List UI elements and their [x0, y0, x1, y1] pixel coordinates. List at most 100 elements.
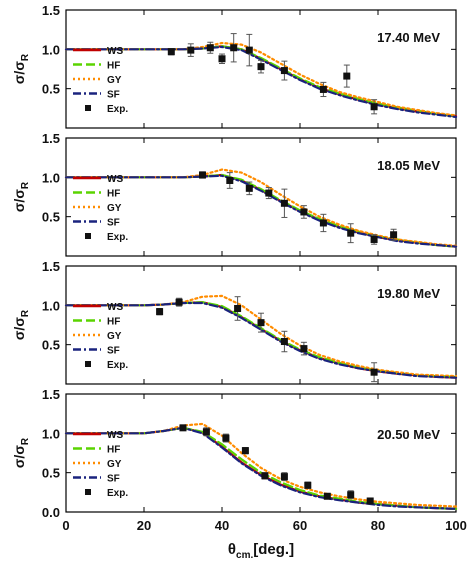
plot-frame: [65, 137, 457, 257]
exp-point: [304, 481, 312, 489]
exp-point: [179, 424, 187, 432]
y-tick-label: 1.0: [42, 426, 60, 441]
exp-point: [280, 199, 288, 207]
legend-label: Exp.: [107, 488, 128, 499]
legend-exp-marker: [85, 361, 91, 367]
exp-point: [370, 368, 378, 376]
exp-point: [347, 491, 355, 499]
legend-exp-marker: [85, 233, 91, 239]
legend-label: GY: [107, 459, 122, 470]
energy-label: 20.50 MeV: [377, 427, 440, 442]
y-axis-label: σ/σR: [11, 437, 31, 468]
panel-4: 0.0 0.5 1.0 1.5 0 20 40 60 80 100 σ/σR WS HF GY SF Exp.…: [11, 387, 467, 561]
plot-frame: [65, 393, 457, 513]
y-tick-label: 1.0: [42, 42, 60, 57]
exp-point: [300, 345, 308, 353]
energy-label: 19.80 MeV: [377, 286, 440, 301]
exp-point: [202, 428, 210, 436]
curve-sf: [64, 426, 458, 510]
legend-label: SF: [107, 218, 120, 229]
energy-label: 17.40 MeV: [377, 30, 440, 45]
y-tick-label: 1.5: [42, 259, 60, 274]
exp-point: [319, 219, 327, 227]
legend-label: WS: [107, 302, 123, 313]
exp-point: [280, 338, 288, 346]
exp-point: [199, 171, 206, 179]
y-tick-label: 0.5: [42, 210, 60, 225]
panel-2: 0.5 1.0 1.5 σ/σR WS HF GY SF Exp. 18.05 MeV: [11, 131, 458, 257]
exp-point: [257, 319, 265, 327]
exp-point: [280, 473, 288, 481]
exp-point: [234, 304, 242, 312]
y-tick-label: 0.5: [42, 466, 60, 481]
exp-point: [319, 85, 327, 93]
y-tick-label: 1.5: [42, 387, 60, 402]
x-tick-label: 20: [137, 518, 151, 533]
legend-label: HF: [107, 445, 120, 456]
legend-label: WS: [107, 430, 123, 441]
legend-label: SF: [107, 90, 120, 101]
exp-point: [245, 46, 253, 54]
exp-point: [175, 298, 183, 306]
exp-point: [280, 67, 288, 75]
y-axis-label: σ/σR: [11, 309, 31, 340]
plot-frame: [65, 265, 457, 385]
y-tick-label: 0.5: [42, 338, 60, 353]
y-tick-label: 1.5: [42, 3, 60, 18]
panel-3: 0.5 1.0 1.5 σ/σR WS HF GY SF Exp. 19.80 MeV: [11, 259, 458, 385]
exp-point: [343, 72, 351, 80]
y-axis-label: σ/σR: [11, 181, 31, 212]
exp-point: [390, 231, 398, 239]
curve-sf: [64, 301, 458, 379]
y-tick-label: 1.0: [42, 170, 60, 185]
y-tick-label: 0.0: [42, 505, 60, 520]
y-tick-label: 1.5: [42, 131, 60, 146]
exp-point: [366, 497, 374, 505]
panel-1: 0.5 1.0 1.5 σ/σR WS HF GY SF Exp. 17.40 MeV: [11, 3, 458, 129]
exp-point: [241, 447, 249, 455]
exp-point: [265, 189, 273, 197]
legend-label: GY: [107, 203, 122, 214]
legend-label: SF: [107, 346, 120, 357]
exp-point: [206, 44, 214, 52]
legend-label: HF: [107, 61, 120, 72]
y-tick-label: 1.0: [42, 298, 60, 313]
legend-label: GY: [107, 75, 122, 86]
x-tick-label: 100: [445, 518, 467, 533]
x-tick-label: 40: [215, 518, 229, 533]
exp-point: [323, 492, 331, 500]
exp-point: [300, 208, 308, 216]
legend-label: HF: [107, 317, 120, 328]
exp-point: [347, 229, 355, 237]
exp-point: [226, 176, 234, 184]
legend-label: HF: [107, 189, 120, 200]
exp-point: [222, 434, 230, 442]
x-tick-label: 80: [371, 518, 385, 533]
plot-frame: [65, 9, 457, 129]
exp-point: [218, 55, 226, 63]
legend-exp-marker: [85, 105, 91, 111]
y-tick-label: 0.5: [42, 82, 60, 97]
exp-point: [167, 48, 175, 56]
exp-point: [156, 308, 164, 316]
exp-point: [257, 63, 265, 71]
x-tick-label: 60: [293, 518, 307, 533]
exp-point: [245, 184, 253, 192]
legend-label: Exp.: [107, 360, 128, 371]
legend-label: SF: [107, 474, 120, 485]
legend-label: WS: [107, 46, 123, 57]
y-axis-label: σ/σR: [11, 53, 31, 84]
legend-label: Exp.: [107, 104, 128, 115]
x-axis-label: θcm.[deg.]: [228, 541, 294, 561]
curve-sf: [64, 174, 458, 248]
energy-label: 18.05 MeV: [377, 158, 440, 173]
legend-label: Exp.: [107, 232, 128, 243]
legend-label: WS: [107, 174, 123, 185]
x-tick-label: 0: [62, 518, 69, 533]
legend-exp-marker: [85, 489, 91, 495]
exp-point: [187, 46, 195, 54]
exp-point: [370, 103, 378, 111]
exp-point: [261, 472, 269, 480]
